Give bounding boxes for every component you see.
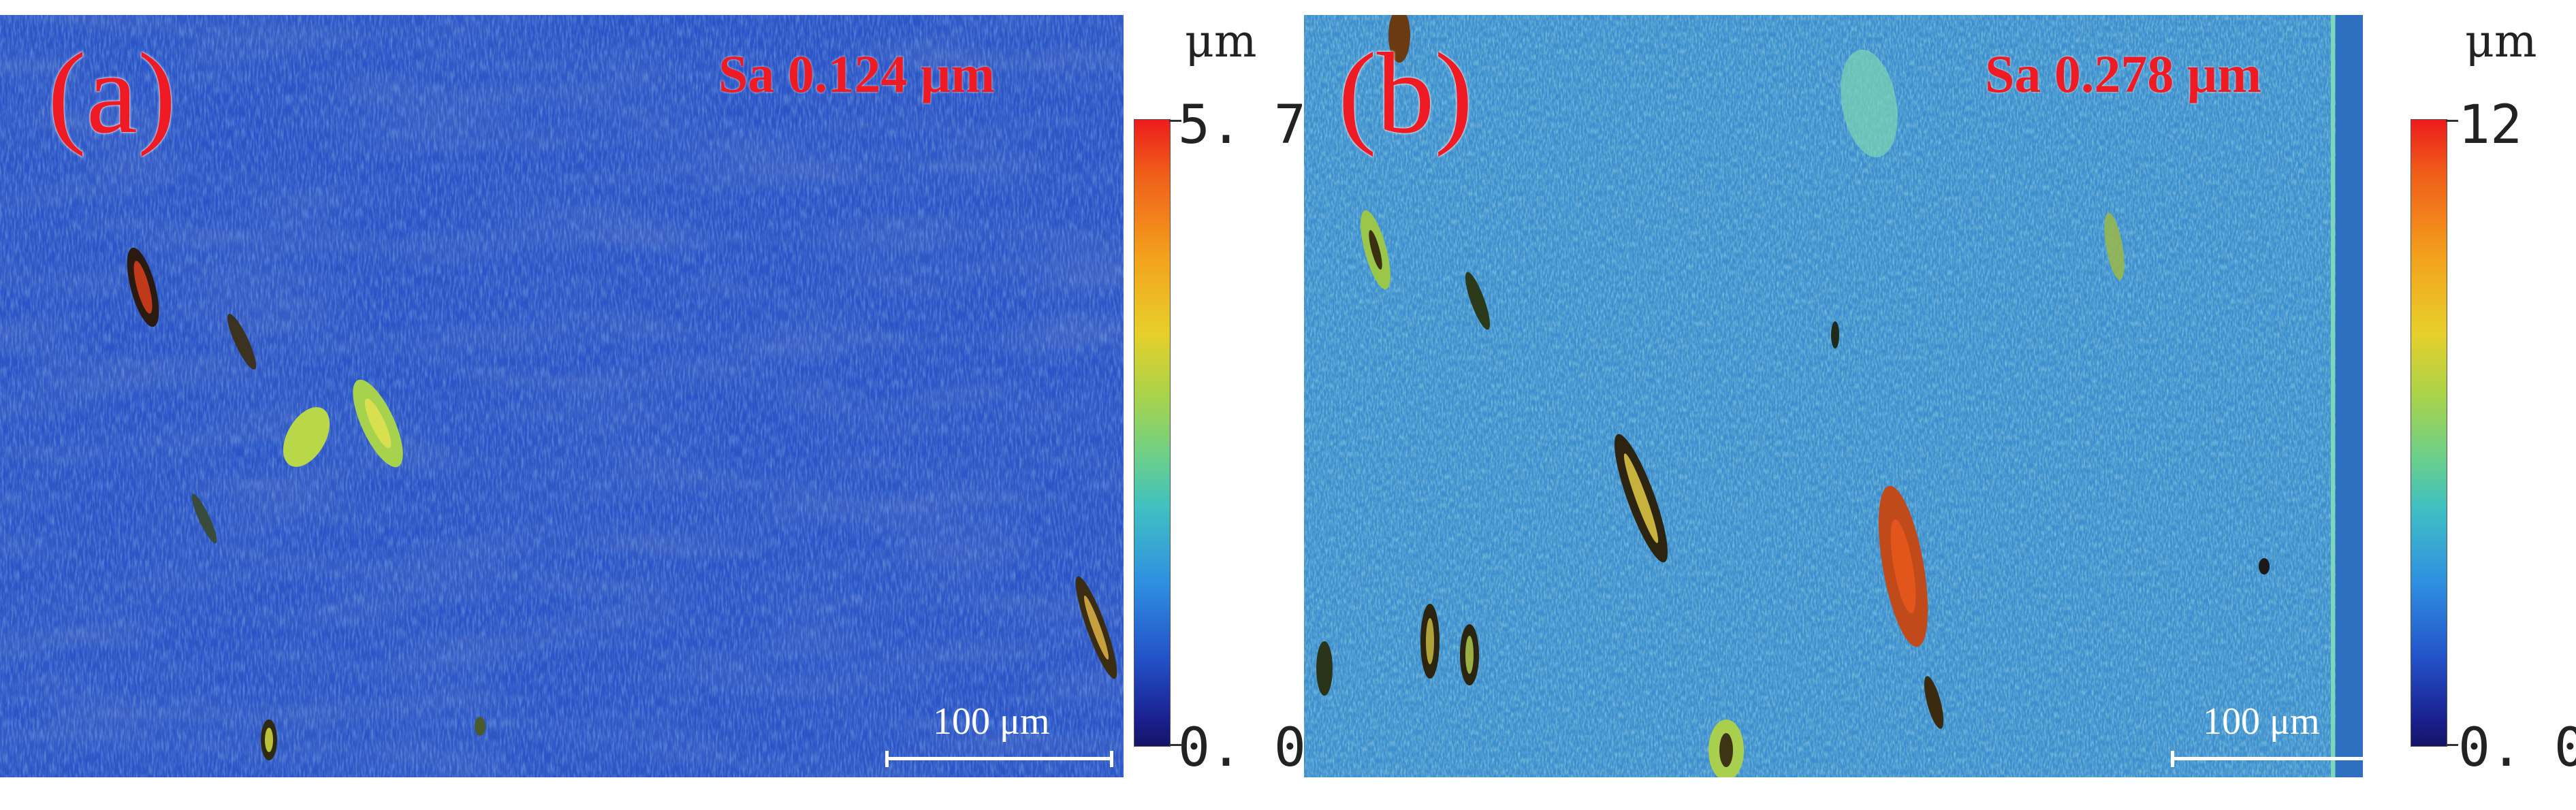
defect-mark bbox=[191, 493, 217, 544]
colorbar-unit-a: μm bbox=[1185, 15, 1257, 67]
defect-mark bbox=[1465, 272, 1491, 330]
defect-mark bbox=[265, 728, 273, 752]
colorbar-min-a: 0. 0 bbox=[1178, 717, 1306, 779]
defect-mark bbox=[1924, 676, 1944, 729]
defect-mark bbox=[227, 313, 257, 370]
colorbar-tick-max-a bbox=[1169, 120, 1181, 122]
panel-label-b: (b) bbox=[1338, 29, 1474, 157]
colorbar-min-b: 0. 0 bbox=[2458, 717, 2576, 779]
colorbar-b bbox=[2411, 119, 2447, 747]
defect-mark bbox=[1388, 15, 1410, 63]
sa-value-label-b: Sa 0.278 μm bbox=[1985, 44, 2262, 103]
defect-mark bbox=[1316, 641, 1333, 696]
defect-mark bbox=[1623, 453, 1659, 543]
defect-mark bbox=[475, 717, 486, 736]
colorbar-a bbox=[1134, 119, 1171, 747]
defect-mark bbox=[1890, 519, 1916, 613]
defect-mark bbox=[2259, 558, 2270, 574]
surface-map-a: (a) Sa 0.124 μm 100 μm bbox=[0, 15, 1124, 777]
colorbar-tick-min-b bbox=[2446, 744, 2458, 746]
scale-bar-b bbox=[2171, 751, 2363, 767]
defect-mark bbox=[133, 261, 153, 314]
surface-map-b: (b) Sa 0.278 μm 100 μm bbox=[1304, 15, 2363, 777]
defect-mark bbox=[1841, 49, 1898, 158]
height-map-image-a bbox=[0, 15, 1124, 777]
colorbar-tick-max-b bbox=[2446, 120, 2458, 122]
defect-mark bbox=[364, 398, 392, 449]
defect-mark bbox=[1831, 321, 1839, 349]
defect-mark bbox=[1426, 618, 1434, 664]
scale-bar-a bbox=[885, 751, 1113, 767]
defect-mark bbox=[283, 407, 330, 467]
defect-mark bbox=[1719, 733, 1733, 767]
defect-mark bbox=[1465, 636, 1474, 674]
sa-value-label-a: Sa 0.124 μm bbox=[718, 44, 996, 103]
colorbar-max-b: 12 bbox=[2458, 95, 2522, 156]
scale-bar-label-b: 100 μm bbox=[2203, 700, 2320, 743]
scale-bar-label-a: 100 μm bbox=[933, 700, 1050, 743]
defect-mark bbox=[1083, 595, 1109, 660]
defect-mark bbox=[1369, 229, 1382, 270]
panel-label-a: (a) bbox=[48, 29, 176, 157]
height-map-image-b bbox=[1304, 15, 2363, 777]
colorbar-tick-min-a bbox=[1169, 744, 1181, 746]
colorbar-max-a: 5. 7 bbox=[1178, 95, 1306, 156]
colorbar-unit-b: μm bbox=[2465, 15, 2537, 67]
defect-mark bbox=[2104, 212, 2125, 280]
